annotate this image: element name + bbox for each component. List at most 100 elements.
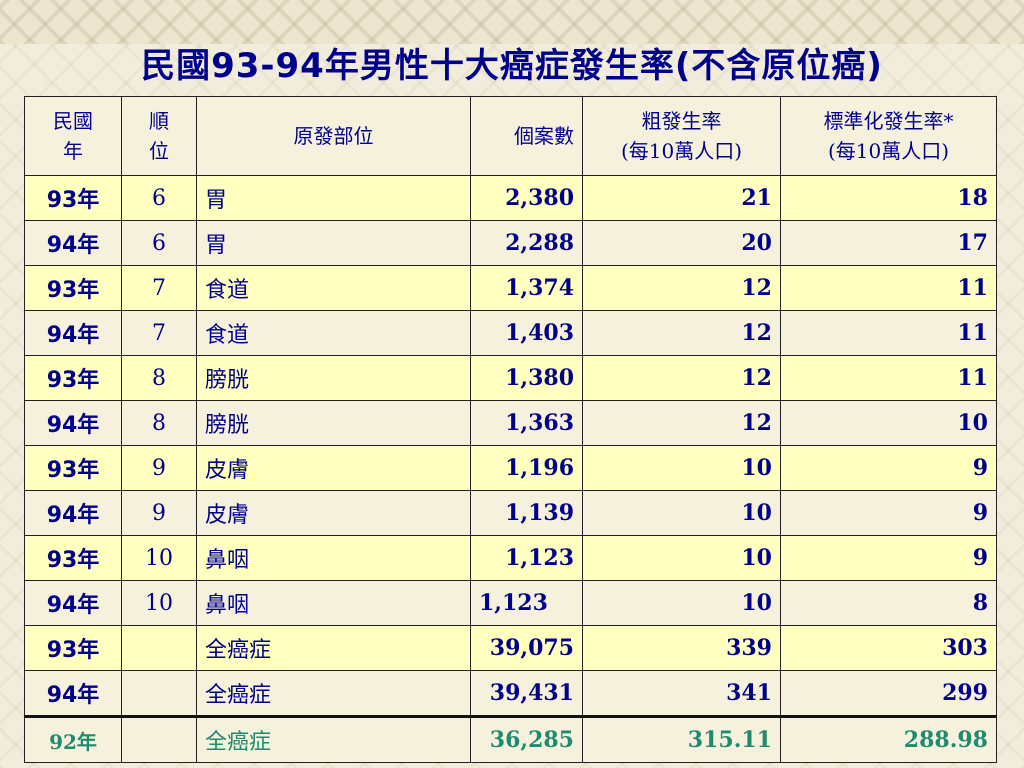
table-row-comparison: 92年 全癌症 36,285 315.11 288.98: [24, 715, 997, 763]
cell-year: 92年: [24, 715, 122, 763]
cell-standardized-rate: 10: [780, 400, 997, 446]
table-row: 93年 7 食道 1,374 12 11: [24, 265, 997, 311]
cell-site: 皮膚: [196, 490, 471, 536]
cell-crude-rate: 341: [582, 670, 781, 717]
cell-rank: 9: [121, 490, 197, 536]
cell-cases: 1,139: [470, 490, 583, 536]
cell-standardized-rate: 11: [780, 265, 997, 311]
header-rank: 順位: [121, 96, 197, 176]
page-title: 民國93-94年男性十大癌症發生率(不含原位癌): [141, 46, 883, 86]
cell-rank: 7: [121, 265, 197, 311]
cell-site: 膀胱: [196, 400, 471, 446]
cell-rank: 7: [121, 310, 197, 356]
cell-rank: 6: [121, 220, 197, 266]
cell-crude-rate: 339: [582, 625, 781, 671]
decorative-top-border: [0, 0, 1024, 44]
cell-crude-rate: 10: [582, 490, 781, 536]
cell-site: 食道: [196, 310, 471, 356]
cell-site: 胃: [196, 220, 471, 266]
cell-rank: 10: [121, 580, 197, 626]
cell-cases: 1,403: [470, 310, 583, 356]
cell-year: 94年: [24, 310, 122, 356]
cell-standardized-rate: 11: [780, 355, 997, 401]
cell-rank: [121, 670, 197, 717]
cell-year: 94年: [24, 580, 122, 626]
table-row: 94年 8 膀胱 1,363 12 10: [24, 400, 997, 446]
cell-standardized-rate: 303: [780, 625, 997, 671]
header-standardized-rate: 標準化發生率* (每10萬人口): [780, 96, 997, 176]
cell-crude-rate: 315.11: [582, 715, 781, 763]
cell-year: 94年: [24, 670, 122, 717]
cell-site: 全癌症: [196, 670, 471, 717]
cell-standardized-rate: 288.98: [780, 715, 997, 763]
cell-site: 鼻咽: [196, 535, 471, 581]
cell-year: 93年: [24, 625, 122, 671]
table-row: 94年 全癌症 39,431 341 299: [24, 670, 997, 717]
cell-cases: 2,288: [470, 220, 583, 266]
header-row: 民國年 順位 原發部位 個案數 粗發生率 (每10萬人口) 標準化發生率* (每10…: [24, 96, 997, 176]
cell-standardized-rate: 9: [780, 445, 997, 491]
table-row: 94年 10 鼻咽 1,123 10 8: [24, 580, 997, 626]
table-row: 93年 全癌症 39,075 339 303: [24, 625, 997, 671]
cell-cases: 1,374: [470, 265, 583, 311]
table-row: 93年 8 膀胱 1,380 12 11: [24, 355, 997, 401]
cell-crude-rate: 21: [582, 175, 781, 221]
table-row: 94年 7 食道 1,403 12 11: [24, 310, 997, 356]
cell-cases: 1,380: [470, 355, 583, 401]
cell-year: 93年: [24, 265, 122, 311]
cell-cases: 1,363: [470, 400, 583, 446]
table-row: 93年 6 胃 2,380 21 18: [24, 175, 997, 221]
cell-site: 鼻咽: [196, 580, 471, 626]
cell-site: 胃: [196, 175, 471, 221]
cell-standardized-rate: 18: [780, 175, 997, 221]
cell-rank: 8: [121, 400, 197, 446]
cell-crude-rate: 12: [582, 265, 781, 311]
cell-rank: 6: [121, 175, 197, 221]
cell-standardized-rate: 299: [780, 670, 997, 717]
cell-crude-rate: 10: [582, 535, 781, 581]
table-row: 93年 9 皮膚 1,196 10 9: [24, 445, 997, 491]
cell-cases: 1,196: [470, 445, 583, 491]
cell-site: 食道: [196, 265, 471, 311]
cell-crude-rate: 10: [582, 580, 781, 626]
cell-rank: [121, 715, 197, 763]
cell-year: 93年: [24, 535, 122, 581]
cell-rank: 9: [121, 445, 197, 491]
cell-site: 膀胱: [196, 355, 471, 401]
table-row: 93年 10 鼻咽 1,123 10 9: [24, 535, 997, 581]
cell-site: 全癌症: [196, 625, 471, 671]
cell-year: 94年: [24, 490, 122, 536]
cell-site: 全癌症: [196, 715, 471, 763]
table-row: 94年 6 胃 2,288 20 17: [24, 220, 997, 266]
cell-crude-rate: 12: [582, 310, 781, 356]
header-year: 民國年: [24, 96, 122, 176]
cell-year: 94年: [24, 220, 122, 266]
cell-cases: 39,431: [470, 670, 583, 717]
cell-standardized-rate: 11: [780, 310, 997, 356]
cancer-incidence-table: 民國年 順位 原發部位 個案數 粗發生率 (每10萬人口) 標準化發生率* (每10…: [24, 96, 997, 763]
header-site: 原發部位: [196, 96, 471, 176]
cell-year: 93年: [24, 355, 122, 401]
cell-standardized-rate: 8: [780, 580, 997, 626]
cell-rank: 10: [121, 535, 197, 581]
header-cases: 個案數: [470, 96, 583, 176]
cell-crude-rate: 12: [582, 400, 781, 446]
cell-year: 93年: [24, 175, 122, 221]
cell-crude-rate: 10: [582, 445, 781, 491]
cell-cases: 1,123: [470, 580, 583, 626]
cell-standardized-rate: 17: [780, 220, 997, 266]
cell-crude-rate: 12: [582, 355, 781, 401]
cell-standardized-rate: 9: [780, 535, 997, 581]
table-row: 94年 9 皮膚 1,139 10 9: [24, 490, 997, 536]
cell-rank: 8: [121, 355, 197, 401]
cell-crude-rate: 20: [582, 220, 781, 266]
cell-site: 皮膚: [196, 445, 471, 491]
cell-standardized-rate: 9: [780, 490, 997, 536]
cell-year: 94年: [24, 400, 122, 446]
header-crude-rate: 粗發生率 (每10萬人口): [582, 96, 781, 176]
cell-cases: 1,123: [470, 535, 583, 581]
cell-cases: 2,380: [470, 175, 583, 221]
cell-year: 93年: [24, 445, 122, 491]
cell-cases: 36,285: [470, 715, 583, 763]
cell-rank: [121, 625, 197, 671]
